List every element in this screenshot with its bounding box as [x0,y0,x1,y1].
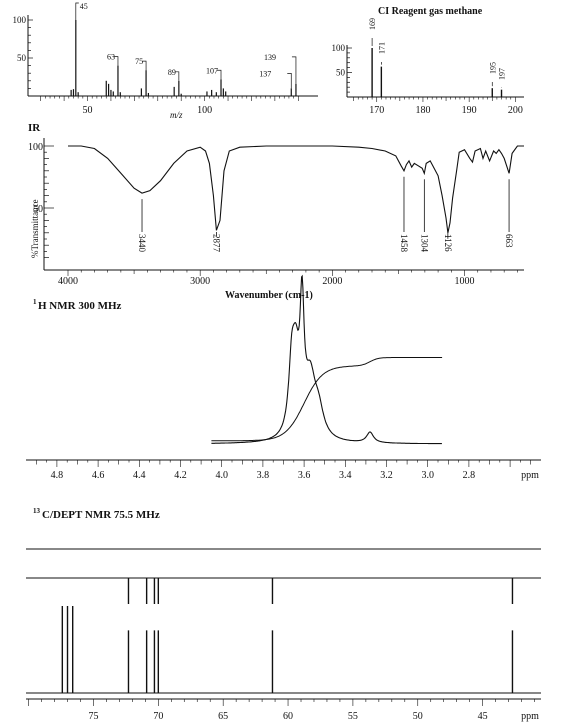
ir-spectrum-line [68,145,524,233]
c-nmr-title: C/DEPT NMR 75.5 MHz [42,509,160,521]
ms-ci-title: CI Reagent gas methane [378,6,483,17]
c-nmr-title-superscript: 13 [33,507,41,515]
ms-ei-peak-label: 139 [264,53,276,62]
ms-ei-label-leader [142,60,147,71]
ir-peak-label: 1458 [399,234,409,253]
h-nmr-x-tick-label: 3.6 [298,470,311,481]
c-nmr-axis: 75 70 65 60 55 50 45 ppm [26,698,541,722]
ms-ci-peak-label: 195 [488,62,497,74]
c-nmr-x-tick-label: 45 [478,711,488,722]
ms-ei-panel: 45 63 75 89 107 139 137 100 50 50 100 m/z [13,2,318,120]
h-nmr-x-tick-label: 3.0 [421,470,434,481]
ir-title: IR [28,122,41,134]
c-nmr-x-tick-label: 60 [283,711,293,722]
ms-ei-peak-labels: 45 63 75 89 107 139 137 [75,2,297,89]
ms-ei-label-leader [291,56,297,84]
h-nmr-x-tick-label: 4.4 [133,470,146,481]
ir-y-tick-label: 50 [33,204,43,215]
h-nmr-x-tick-label: 4.2 [174,470,187,481]
c-nmr-x-tick-label: 50 [413,711,423,722]
ir-x-tick-label: 4000 [58,276,78,287]
ms-ei-label-leader [217,69,222,80]
ir-peak-labels: 3440 2877 1458 1304 1126 663 [137,176,514,253]
ir-x-tick-label: 3000 [190,276,210,287]
ir-peak-label: 3440 [137,234,147,253]
ms-ci-peak-label: 197 [498,68,507,80]
ms-ei-peak-label: 75 [135,57,143,66]
h-nmr-title-superscript: 1 [33,298,37,306]
ir-x-tick-label: 2000 [322,276,342,287]
ms-ei-x-tick-label: 50 [83,105,93,116]
h-nmr-x-tick-label: 4.0 [215,470,228,481]
ms-ci-y-tick-label: 100 [332,43,346,53]
ms-ei-peak-label: 107 [206,66,218,75]
h-nmr-x-tick-label: 3.8 [257,470,270,481]
c-nmr-panel: 13 C/DEPT NMR 75.5 MHz 75 70 65 60 55 50 45 ppm [26,507,541,722]
ms-ci-peak-label: 169 [368,18,377,30]
ms-ei-label-leader [287,73,292,89]
ms-ei-peak-label: 89 [168,68,176,77]
ir-x-tick-label: 1000 [455,276,475,287]
ms-ci-peak-labels: 169 171 195 197 [368,18,507,88]
ms-ei-label-leader [113,56,119,66]
ms-ei-label-leader [75,2,79,20]
h-nmr-title: H NMR 300 MHz [38,300,122,312]
ir-ylabel: %Transmittance [30,199,40,258]
ms-ei-y-tick-label: 50 [17,53,27,63]
ms-ci-x-tick-label: 200 [508,105,523,116]
ms-ei-xlabel: m/z [170,110,183,120]
ms-ei-peak-label: 137 [259,69,271,78]
h-nmr-axis: 4.8 4.6 4.4 4.2 4.0 3.8 3.6 3.4 3.2 3.0 2.8 ppm [26,459,541,481]
c-nmr-x-tick-label: 55 [348,711,358,722]
c-nmr-x-tick-label: 65 [218,711,228,722]
ms-ci-x-tick-label: 190 [462,105,477,116]
ms-ei-peak-label: 63 [107,53,115,62]
c-nmr-x-tick-label: 70 [153,711,163,722]
h-nmr-integral-line [211,357,443,442]
ms-ci-x-tick-label: 170 [369,105,384,116]
ms-ei-label-leader [174,71,180,81]
ir-peak-label: 663 [504,234,514,248]
ir-peak-label: 1126 [443,234,453,252]
c-nmr-x-tick-label: 75 [88,711,98,722]
ms-ci-x-tick-label: 180 [415,105,430,116]
ir-y-tick-label: 100 [28,142,43,153]
ms-ei-peak-label: 45 [80,2,88,11]
h-nmr-x-tick-label: 4.8 [51,470,64,481]
ms-ci-axes: 100 50 170 180 190 200 [332,43,524,116]
ir-peak-label: 1304 [419,234,429,253]
h-nmr-spectrum-line [211,274,442,445]
h-nmr-x-tick-label: 3.2 [380,470,393,481]
ms-ci-y-tick-label: 50 [336,68,346,78]
ir-axes: 100 50 4000 3000 2000 1000 [28,138,524,287]
ir-peak-label: 2877 [211,234,221,253]
ms-ei-x-tick-label: 100 [197,105,212,116]
h-nmr-x-tick-label: 2.8 [463,470,476,481]
ms-ci-panel: CI Reagent gas methane 169 171 195 197 100 5… [332,6,524,116]
h-nmr-x-unit: ppm [521,470,539,481]
ms-ei-y-tick-label: 100 [13,15,27,25]
c-nmr-carbon-trace [26,606,541,694]
h-nmr-panel: 1 H NMR 300 MHz 4.8 4.6 4.4 4.2 4.0 3.8 3.6 3.4… [26,274,541,481]
ms-ci-peak-label: 171 [377,42,386,54]
ms-ci-peaks [371,48,503,97]
h-nmr-x-tick-label: 3.4 [339,470,352,481]
h-nmr-x-tick-label: 4.6 [92,470,105,481]
ir-xlabel: Wavenumber (cm-1) [225,290,313,301]
ms-ei-axes: 100 50 50 100 [13,15,318,116]
c-nmr-dept-trace [26,577,541,604]
ms-ei-peaks [70,20,297,96]
c-nmr-x-unit: ppm [521,711,539,722]
